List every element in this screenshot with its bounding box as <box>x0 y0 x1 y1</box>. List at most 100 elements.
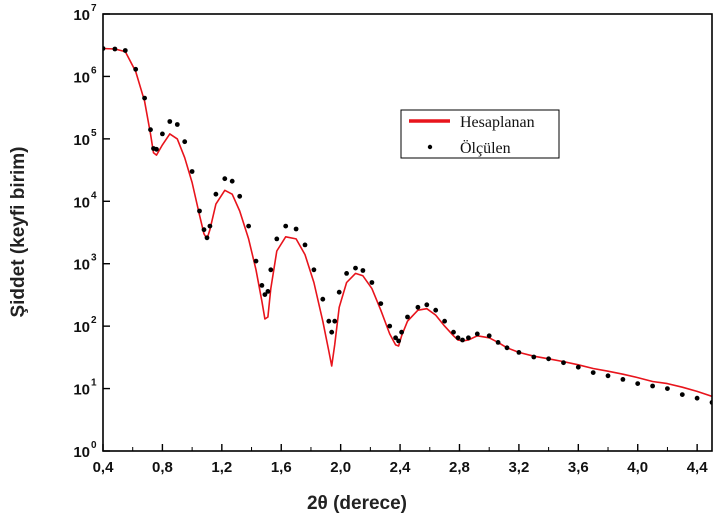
series-point <box>561 360 566 366</box>
y-tick-exponent: 6 <box>91 65 97 76</box>
series-point <box>122 48 128 53</box>
plot-frame <box>102 13 713 452</box>
x-tick-label: 2,4 <box>390 459 412 476</box>
y-tick-exponent: 3 <box>91 253 97 264</box>
y-tick-exponent: 0 <box>91 440 97 451</box>
series-point <box>344 271 349 276</box>
y-tick-label: 10 <box>73 444 90 461</box>
series-point <box>605 373 611 379</box>
series-point <box>320 296 326 302</box>
series-point <box>387 323 393 329</box>
series-point <box>253 258 259 264</box>
series-point <box>262 292 268 297</box>
series-point <box>405 314 410 320</box>
series-point <box>259 283 265 288</box>
y-tick-exponent: 4 <box>91 190 97 201</box>
series-point <box>329 329 335 335</box>
y-tick-exponent: 7 <box>91 3 97 14</box>
series-point <box>274 236 280 242</box>
series-point <box>474 331 480 337</box>
series-point <box>590 370 596 375</box>
series-point <box>466 335 471 341</box>
y-tick-label: 10 <box>73 257 90 274</box>
x-tick-label: 2,0 <box>330 459 351 476</box>
series-point <box>504 345 510 351</box>
x-tick-label: 2,8 <box>449 459 470 476</box>
series-layer <box>103 46 712 405</box>
series-point <box>424 302 430 308</box>
series-point <box>182 139 188 145</box>
series-point <box>207 223 213 229</box>
x-tick-label: 0,4 <box>93 459 115 476</box>
series-point <box>174 122 180 127</box>
series-point <box>451 329 456 335</box>
series-line-0 <box>103 47 712 398</box>
series-point <box>360 268 366 273</box>
series-point <box>265 289 271 294</box>
series-point <box>369 280 375 285</box>
series-point <box>393 335 398 341</box>
legend-label-olculen: Ölçülen <box>460 139 511 157</box>
y-tick-label: 10 <box>73 7 90 24</box>
x-tick-label: 0,8 <box>152 459 173 476</box>
series-point <box>455 335 461 341</box>
series-point <box>167 119 173 124</box>
y-tick-label: 10 <box>73 194 90 211</box>
series-point <box>433 307 439 313</box>
series-point <box>148 127 153 133</box>
series-point <box>293 226 299 232</box>
series-point <box>665 386 670 391</box>
y-tick-exponent: 2 <box>91 315 97 326</box>
series-point <box>283 223 289 229</box>
x-tick-label: 3,2 <box>508 459 529 476</box>
y-tick-exponent: 1 <box>91 378 97 389</box>
legend-box <box>400 109 560 159</box>
x-axis-ticks: 0,4 0,8 1,2 1,6 2,0 2,4 2,8 3,2 3,6 4,0 4,4 <box>93 444 708 476</box>
series-point <box>189 169 195 174</box>
series-point <box>133 66 139 72</box>
series-point <box>531 354 537 360</box>
series-point <box>229 178 235 184</box>
x-axis-title: 2θ (derece) <box>307 493 407 514</box>
series-point <box>311 267 317 273</box>
legend-swatch-olculen <box>427 144 433 150</box>
series-point <box>154 146 159 152</box>
series-point <box>460 337 465 343</box>
series-point <box>620 377 626 382</box>
y-tick-label: 10 <box>73 69 90 86</box>
y-tick-label: 10 <box>73 319 90 336</box>
series-point <box>237 193 243 199</box>
series-point <box>495 340 501 345</box>
series-point <box>650 383 655 389</box>
series-point <box>222 176 228 182</box>
series-point <box>336 289 342 295</box>
x-tick-label: 4,0 <box>627 459 648 476</box>
x-tick-label: 1,6 <box>271 459 292 476</box>
series-point <box>378 301 384 306</box>
series-point <box>142 95 148 101</box>
series-point <box>197 208 202 214</box>
x-tick-label: 1,2 <box>211 459 232 476</box>
series-point <box>204 235 210 241</box>
series-point <box>268 267 274 273</box>
series-point <box>213 191 219 197</box>
y-tick-label: 10 <box>73 382 90 399</box>
series-point <box>546 356 551 362</box>
series-point <box>246 223 252 229</box>
y-tick-exponent: 5 <box>91 128 97 139</box>
series-point <box>332 318 338 324</box>
series-point <box>694 395 700 401</box>
series-point <box>679 392 685 397</box>
series-point <box>442 318 447 324</box>
series-point <box>635 381 641 386</box>
series-point <box>326 318 332 324</box>
series-point <box>396 338 401 344</box>
series-point <box>201 227 207 233</box>
series-point <box>160 131 165 137</box>
series-point <box>353 265 358 271</box>
y-axis-title: Şiddet (keyfi birim) <box>8 146 29 317</box>
series-point <box>112 46 118 52</box>
x-tick-label: 3,6 <box>568 459 589 476</box>
